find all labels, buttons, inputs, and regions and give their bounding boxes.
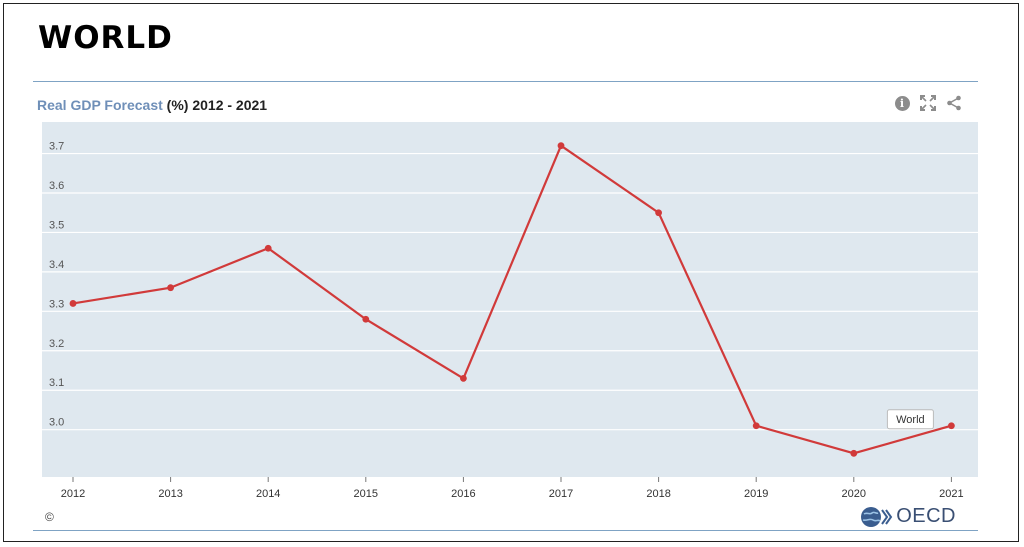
x-tick-label: 2015 bbox=[354, 488, 378, 500]
data-point bbox=[264, 244, 272, 252]
chart-title: Real GDP Forecast (%) 2012 - 2021 bbox=[37, 97, 267, 113]
data-point bbox=[850, 449, 858, 457]
data-point bbox=[460, 374, 467, 382]
page-title: WORLD bbox=[38, 20, 173, 56]
series-label: World bbox=[896, 414, 925, 426]
oecd-logo-text: OECD bbox=[896, 505, 956, 527]
x-tick-label: 2016 bbox=[451, 488, 475, 500]
share-button[interactable] bbox=[946, 95, 962, 111]
line-chart: 3.0 3.1 3.2 3.3 3.4 3.5 3.6 3.7 2012 2013 2014 2015… bbox=[42, 122, 978, 500]
info-icon: i bbox=[894, 95, 910, 111]
plot-area bbox=[42, 122, 978, 477]
fullscreen-button[interactable] bbox=[920, 95, 936, 111]
y-tick-label: 3.4 bbox=[49, 259, 64, 271]
data-point bbox=[948, 422, 955, 430]
x-tick-label: 2012 bbox=[61, 488, 85, 500]
page-frame: WORLD Real GDP Forecast (%) 2012 - 2021 … bbox=[3, 3, 1019, 542]
oecd-logo[interactable]: OECD bbox=[860, 505, 956, 528]
x-tick-label: 2017 bbox=[549, 488, 573, 500]
series-label-box bbox=[886, 409, 934, 430]
chart-toolbar: i bbox=[894, 95, 962, 111]
x-tick-label: 2014 bbox=[256, 488, 280, 500]
panel-top-rule bbox=[33, 81, 978, 82]
y-tick-label: 3.1 bbox=[49, 377, 64, 389]
x-tick-label: 2020 bbox=[842, 488, 866, 500]
y-tick-label: 3.6 bbox=[49, 180, 64, 192]
data-point bbox=[362, 315, 370, 323]
y-tick-label: 3.7 bbox=[49, 141, 64, 153]
info-button[interactable]: i bbox=[894, 95, 910, 111]
share-icon bbox=[947, 95, 961, 111]
fullscreen-icon bbox=[920, 95, 936, 111]
x-tick-label: 2013 bbox=[158, 488, 182, 500]
y-tick-label: 3.3 bbox=[49, 298, 64, 310]
data-point bbox=[167, 284, 175, 292]
chart-title-indicator[interactable]: Real GDP Forecast bbox=[37, 97, 163, 113]
y-tick-label: 3.5 bbox=[49, 219, 64, 231]
chart-title-rest: (%) 2012 - 2021 bbox=[162, 97, 268, 113]
series-line-world bbox=[72, 144, 952, 455]
chart-panel: Real GDP Forecast (%) 2012 - 2021 i bbox=[33, 81, 978, 531]
x-tick-label: 2018 bbox=[646, 488, 670, 500]
x-tick-label: 2019 bbox=[744, 488, 768, 500]
y-tick-label: 3.2 bbox=[49, 338, 64, 350]
y-tick-label: 3.0 bbox=[49, 417, 64, 429]
data-point bbox=[69, 300, 77, 307]
x-tick-label: 2021 bbox=[939, 488, 963, 500]
data-point bbox=[557, 142, 565, 150]
data-point bbox=[655, 209, 662, 217]
panel-bottom-rule bbox=[33, 530, 978, 531]
data-point bbox=[752, 422, 760, 430]
copyright-mark[interactable]: © bbox=[45, 510, 54, 524]
globe-icon bbox=[861, 506, 893, 527]
